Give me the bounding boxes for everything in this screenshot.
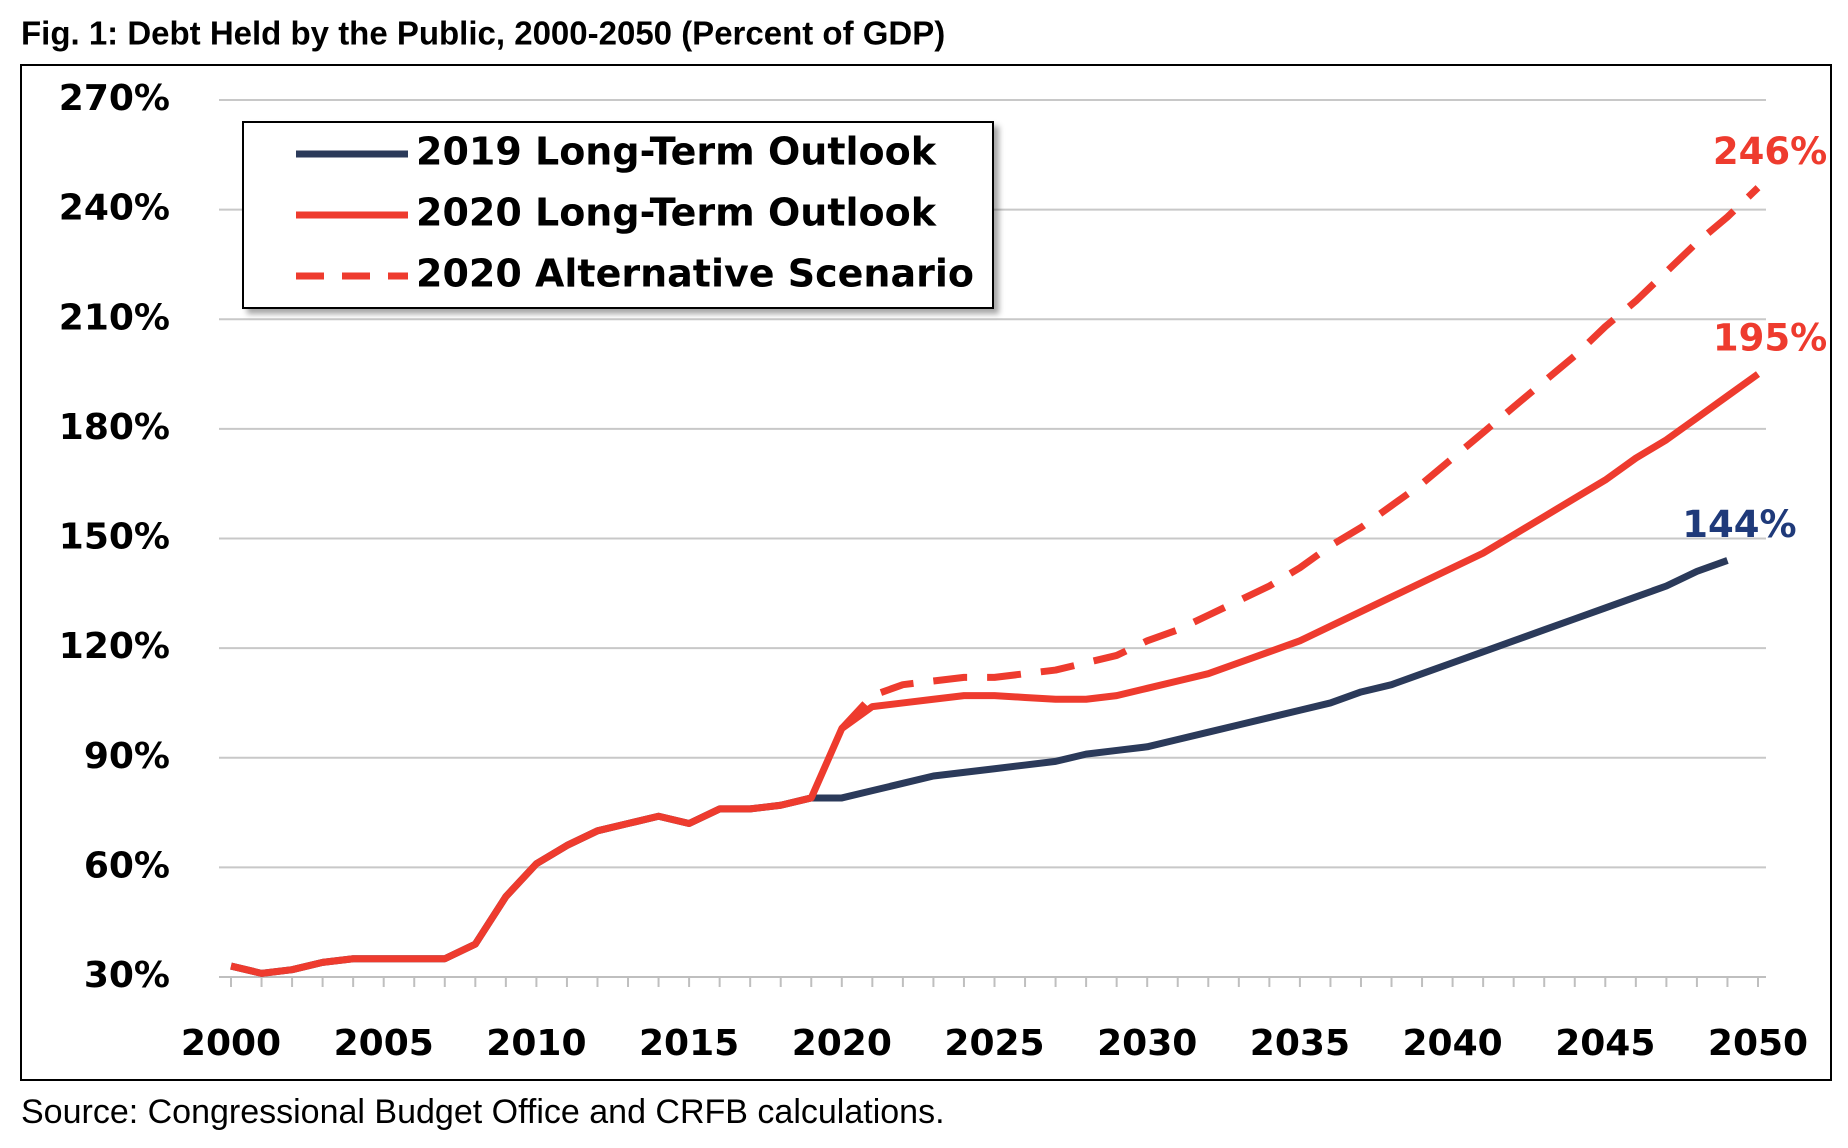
y-tick-label: 210% [59, 297, 170, 338]
x-tick-label: 2040 [1402, 1023, 1502, 1064]
y-tick-label: 60% [84, 845, 170, 886]
y-tick-label: 150% [59, 517, 170, 558]
y-tick-label: 120% [59, 626, 170, 667]
series-line [839, 185, 1761, 731]
legend: 2019 Long-Term Outlook 2020 Long-Term Out… [242, 121, 994, 309]
y-tick-label: 240% [59, 188, 170, 229]
chart-title: Fig. 1: Debt Held by the Public, 2000-20… [21, 15, 945, 52]
y-tick-label: 90% [84, 736, 170, 777]
end-value-label: 195% [1713, 317, 1827, 360]
x-tick-label: 2005 [334, 1023, 434, 1064]
x-tick-label: 2010 [486, 1023, 586, 1064]
chart-frame [20, 64, 1832, 1081]
legend-label: 2020 Alternative Scenario [416, 252, 974, 296]
x-tick-label: 2000 [181, 1023, 281, 1064]
end-value-label: 246% [1713, 130, 1827, 173]
x-tick-label: 2030 [1097, 1023, 1197, 1064]
legend-label: 2019 Long-Term Outlook [416, 130, 937, 174]
end-value-label: 144% [1682, 503, 1796, 546]
x-tick-label: 2015 [639, 1023, 739, 1064]
x-tick-label: 2035 [1250, 1023, 1350, 1064]
legend-label: 2020 Long-Term Outlook [416, 191, 937, 235]
series-line [230, 557, 1729, 977]
y-tick-label: 270% [59, 78, 170, 119]
x-tick-label: 2025 [944, 1023, 1044, 1064]
series-line [230, 371, 1761, 977]
y-tick-label: 30% [84, 955, 170, 996]
x-tick-label: 2045 [1555, 1023, 1655, 1064]
source-note: Source: Congressional Budget Office and … [21, 1093, 945, 1131]
x-tick-label: 2020 [792, 1023, 892, 1064]
x-tick-label: 2050 [1708, 1023, 1808, 1064]
y-tick-label: 180% [59, 407, 170, 448]
